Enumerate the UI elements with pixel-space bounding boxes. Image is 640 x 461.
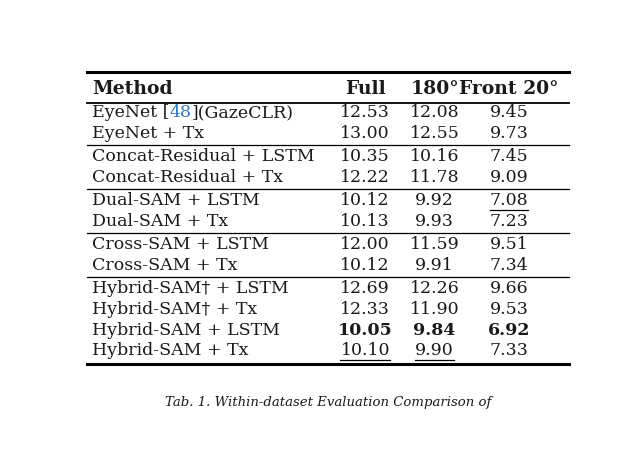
Text: Hybrid-SAM† + Tx: Hybrid-SAM† + Tx: [92, 301, 257, 318]
Text: 9.51: 9.51: [490, 236, 529, 254]
Text: 9.84: 9.84: [413, 322, 456, 338]
Text: 12.08: 12.08: [410, 104, 460, 121]
Text: 10.35: 10.35: [340, 148, 390, 165]
Text: 13.00: 13.00: [340, 125, 390, 142]
Text: 10.10: 10.10: [340, 342, 390, 359]
Text: Dual-SAM + Tx: Dual-SAM + Tx: [92, 213, 228, 230]
Text: 7.33: 7.33: [490, 342, 529, 359]
Text: EyeNet [: EyeNet [: [92, 104, 170, 121]
Text: 7.23: 7.23: [490, 213, 529, 230]
Text: Cross-SAM + LSTM: Cross-SAM + LSTM: [92, 236, 269, 254]
Text: 9.45: 9.45: [490, 104, 529, 121]
Text: EyeNet + Tx: EyeNet + Tx: [92, 125, 204, 142]
Text: 9.92: 9.92: [415, 192, 454, 209]
Text: Dual-SAM + LSTM: Dual-SAM + LSTM: [92, 192, 260, 209]
Text: 12.00: 12.00: [340, 236, 390, 254]
Text: 11.78: 11.78: [410, 169, 460, 186]
Text: 48: 48: [170, 104, 192, 121]
Text: 10.12: 10.12: [340, 192, 390, 209]
Text: 9.91: 9.91: [415, 257, 454, 274]
Text: 10.16: 10.16: [410, 148, 460, 165]
Text: ](GazeCLR): ](GazeCLR): [192, 104, 294, 121]
Text: 7.45: 7.45: [490, 148, 529, 165]
Text: Full: Full: [345, 80, 385, 98]
Text: 11.90: 11.90: [410, 301, 460, 318]
Text: Hybrid-SAM + LSTM: Hybrid-SAM + LSTM: [92, 322, 280, 338]
Text: Concat-Residual + LSTM: Concat-Residual + LSTM: [92, 148, 315, 165]
Text: 6.92: 6.92: [488, 322, 530, 338]
Text: 12.53: 12.53: [340, 104, 390, 121]
Text: 7.34: 7.34: [490, 257, 529, 274]
Text: 12.22: 12.22: [340, 169, 390, 186]
Text: 12.69: 12.69: [340, 280, 390, 297]
Text: 9.53: 9.53: [490, 301, 529, 318]
Text: Hybrid-SAM + Tx: Hybrid-SAM + Tx: [92, 342, 249, 359]
Text: Method: Method: [92, 80, 173, 98]
Text: 9.09: 9.09: [490, 169, 529, 186]
Text: 180°: 180°: [410, 80, 459, 98]
Text: 12.33: 12.33: [340, 301, 390, 318]
Text: 10.12: 10.12: [340, 257, 390, 274]
Text: 11.59: 11.59: [410, 236, 460, 254]
Text: Hybrid-SAM† + LSTM: Hybrid-SAM† + LSTM: [92, 280, 289, 297]
Text: 9.73: 9.73: [490, 125, 529, 142]
Text: 9.90: 9.90: [415, 342, 454, 359]
Text: Tab. 1. Within-dataset Evaluation Comparison of: Tab. 1. Within-dataset Evaluation Compar…: [165, 396, 491, 409]
Text: 10.13: 10.13: [340, 213, 390, 230]
Text: 7.08: 7.08: [490, 192, 529, 209]
Text: 10.05: 10.05: [338, 322, 392, 338]
Text: 12.26: 12.26: [410, 280, 460, 297]
Text: Front 20°: Front 20°: [460, 80, 559, 98]
Text: 12.55: 12.55: [410, 125, 460, 142]
Text: Cross-SAM + Tx: Cross-SAM + Tx: [92, 257, 238, 274]
Text: 9.93: 9.93: [415, 213, 454, 230]
Text: Concat-Residual + Tx: Concat-Residual + Tx: [92, 169, 284, 186]
Text: 9.66: 9.66: [490, 280, 529, 297]
